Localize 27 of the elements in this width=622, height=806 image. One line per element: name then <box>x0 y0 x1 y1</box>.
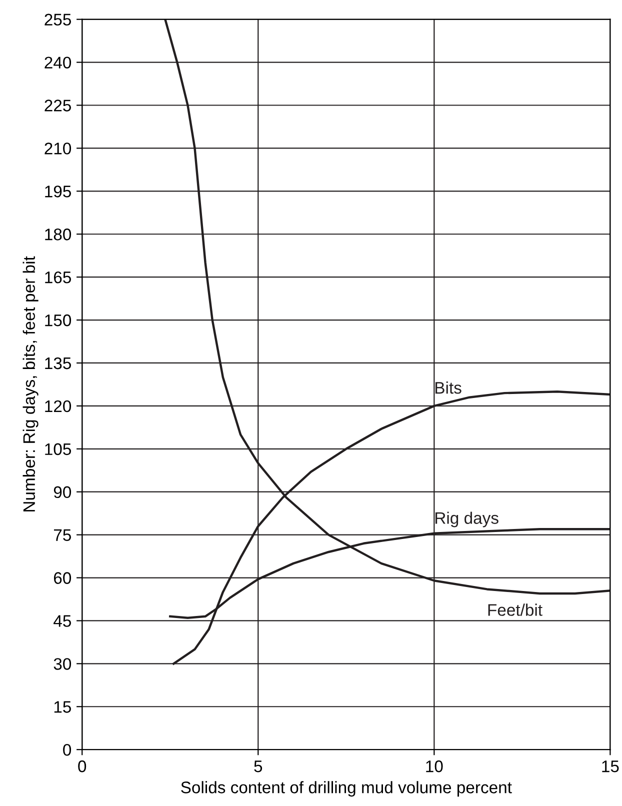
y-tick-label: 60 <box>54 572 72 584</box>
y-tick-label: 255 <box>44 14 71 26</box>
x-tick-label: 15 <box>602 760 619 772</box>
y-tick-label: 180 <box>45 228 72 240</box>
series-label: Feet/bit <box>488 604 542 616</box>
y-tick-label: 120 <box>45 400 72 412</box>
y-tick-label: 240 <box>44 56 72 68</box>
y-tick-label: 225 <box>44 100 71 112</box>
y-tick-label: 135 <box>45 357 71 370</box>
x-tick-label: 5 <box>254 760 262 772</box>
y-tick-label: 15 <box>54 701 71 713</box>
x-tick-label: 0 <box>78 760 86 772</box>
y-tick-label: 150 <box>45 314 72 326</box>
y-tick-label: 105 <box>45 443 71 456</box>
y-axis-title: Number: Rig days, bits, feet per bit <box>22 256 38 512</box>
y-tick-label: 210 <box>44 142 72 154</box>
x-axis-title: Solids content of drilling mud volume percent <box>181 781 512 797</box>
x-tick-label: 10 <box>426 760 443 772</box>
y-tick-label: 45 <box>54 615 71 627</box>
series-label: Rig days <box>436 512 498 528</box>
series-label: Bits <box>436 382 462 394</box>
y-tick-label: 0 <box>63 744 72 756</box>
y-tick-label: 165 <box>45 271 71 284</box>
y-tick-label: 90 <box>54 486 72 498</box>
y-tick-label: 195 <box>45 186 71 198</box>
y-tick-label: 30 <box>54 658 72 670</box>
y-tick-label: 75 <box>54 529 71 542</box>
